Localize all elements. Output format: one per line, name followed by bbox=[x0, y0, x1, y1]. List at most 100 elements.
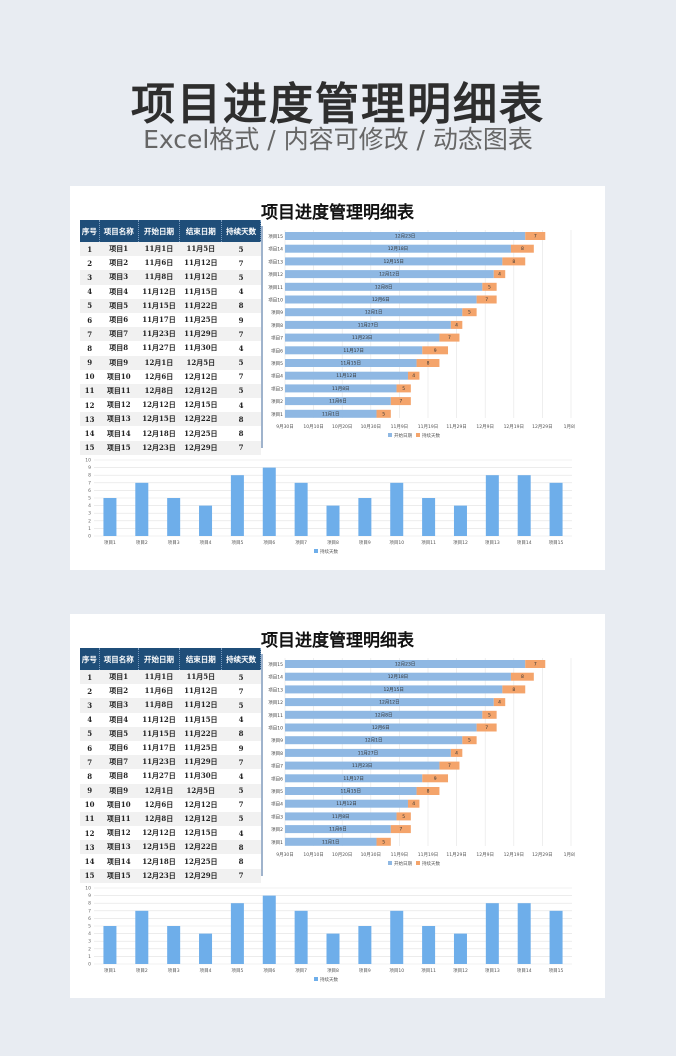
sheet-title: 项目进度管理明细表 bbox=[261, 203, 414, 223]
table-cell: 11月12日 bbox=[179, 270, 222, 285]
column-bar bbox=[485, 475, 499, 536]
duration-bar bbox=[422, 774, 449, 783]
x-tick-label: 10月10日 bbox=[303, 424, 323, 430]
table-cell: 项目4 bbox=[109, 714, 129, 724]
y-tick-label: 7 bbox=[88, 908, 91, 914]
table-cell: 7 bbox=[221, 440, 261, 455]
y-tick-label: 项目2 bbox=[271, 399, 283, 405]
table-cell: 12月18日 bbox=[142, 856, 176, 866]
table-cell: 7 bbox=[238, 800, 244, 810]
y-tick-label: 项目2 bbox=[271, 827, 283, 833]
x-tick-label: 10月20日 bbox=[332, 852, 352, 858]
table-cell: 11月27日 bbox=[142, 771, 176, 781]
table-cell: 11月5日 bbox=[179, 242, 222, 257]
table-row: 4 项目4 11月12日 11月15日 4 bbox=[80, 285, 261, 299]
start-label: 11月12日 bbox=[336, 801, 356, 807]
table-cell: 项目7 bbox=[99, 755, 139, 770]
duration-label: 8 bbox=[427, 789, 430, 795]
column-bar bbox=[135, 910, 149, 964]
x-tick-label: 12月19日 bbox=[504, 424, 524, 430]
y-tick-label: 项目8 bbox=[271, 751, 283, 757]
table-row: 6 项目6 11月17日 11月25日 9 bbox=[80, 741, 261, 755]
duration-label: 7 bbox=[485, 297, 488, 303]
duration-bar bbox=[376, 837, 391, 846]
table-cell: 11月22日 bbox=[179, 298, 222, 313]
table-cell: 11月15日 bbox=[138, 298, 180, 313]
y-tick-label: 项目14 bbox=[268, 247, 283, 253]
x-tick-label: 项目6 bbox=[263, 968, 275, 974]
duration-bar bbox=[462, 308, 477, 317]
table-row: 11 项目11 12月8日 12月12日 5 bbox=[80, 383, 261, 399]
table-cell: 项目7 bbox=[99, 327, 139, 342]
table-cell: 项目10 bbox=[106, 371, 131, 381]
legend-duration: 持续天数 bbox=[422, 432, 440, 439]
duration-bar bbox=[407, 799, 420, 808]
schedule-table: 序号 项目名称 开始日期 结束日期 持续天数 1 项目1 11月1日 11月5日 5 2 项目2 11月… bbox=[80, 220, 261, 455]
poster-title: 项目进度管理明细表 bbox=[131, 79, 545, 130]
table-cell: 项目12 bbox=[106, 828, 131, 838]
preview-card: 项目进度管理明细表 序号 项目名称 开始日期 结束日期 持续天数 1 项目1 11月1日 11月5… bbox=[70, 186, 605, 570]
table-cell: 项目6 bbox=[109, 315, 129, 325]
column-bar bbox=[485, 903, 499, 964]
table-cell: 5 bbox=[221, 670, 261, 685]
table-cell: 12月25日 bbox=[184, 428, 218, 438]
table-cell: 15 bbox=[80, 440, 100, 455]
duration-bar bbox=[450, 320, 463, 329]
table-cell: 8 bbox=[221, 840, 261, 855]
y-tick-label: 4 bbox=[88, 503, 91, 509]
y-tick-label: 项目12 bbox=[268, 272, 283, 278]
table-cell: 11月6日 bbox=[144, 258, 174, 268]
x-tick-label: 项目12 bbox=[453, 540, 468, 546]
column-header: 持续天数 bbox=[221, 648, 261, 670]
table-row: 15 项目15 12月23日 12月29日 7 bbox=[80, 440, 261, 455]
y-tick-label: 项目13 bbox=[268, 259, 283, 265]
duration-bar bbox=[502, 257, 526, 266]
table-cell: 11月8日 bbox=[138, 698, 180, 713]
column-header: 结束日期 bbox=[179, 220, 223, 242]
y-tick-label: 项目7 bbox=[271, 336, 283, 342]
duration-bar bbox=[439, 761, 460, 770]
x-tick-label: 项目1 bbox=[104, 968, 116, 974]
legend-swatch bbox=[314, 977, 318, 981]
start-label: 11月17日 bbox=[343, 776, 363, 782]
legend-start: 开始日期 bbox=[394, 432, 412, 439]
start-label: 12月8日 bbox=[375, 712, 393, 718]
column-bar bbox=[390, 910, 404, 964]
table-cell: 项目13 bbox=[99, 412, 139, 427]
column-header: 项目名称 bbox=[99, 648, 139, 670]
table-cell: 7 bbox=[238, 372, 244, 382]
y-tick-label: 9 bbox=[88, 893, 91, 899]
table-cell: 7 bbox=[221, 868, 261, 883]
y-tick-label: 2 bbox=[88, 946, 91, 952]
duration-bar bbox=[416, 787, 440, 795]
table-cell: 项目10 bbox=[106, 799, 131, 809]
duration-label: 5 bbox=[402, 814, 405, 820]
x-tick-label: 项目2 bbox=[136, 968, 148, 974]
column-bar bbox=[167, 498, 181, 536]
table-cell: 12月12日 bbox=[142, 400, 176, 410]
duration-bar bbox=[407, 371, 420, 380]
duration-bar bbox=[510, 672, 534, 681]
y-tick-label: 项目5 bbox=[271, 789, 283, 795]
column-header: 持续天数 bbox=[221, 220, 261, 242]
start-bar bbox=[285, 232, 526, 240]
x-tick-label: 项目5 bbox=[231, 540, 243, 546]
x-tick-label: 项目8 bbox=[327, 540, 339, 546]
table-cell: 项目11 bbox=[99, 811, 139, 827]
column-bar bbox=[262, 467, 276, 536]
column-bar bbox=[135, 482, 149, 536]
table-cell: 11月22日 bbox=[179, 726, 222, 741]
table-cell: 12月25日 bbox=[184, 856, 218, 866]
start-label: 12月6日 bbox=[372, 297, 390, 303]
table-cell: 11月27日 bbox=[142, 343, 176, 353]
table-row: 10 项目10 12月6日 12月12日 7 bbox=[80, 798, 261, 812]
table-cell: 15 bbox=[80, 868, 100, 883]
y-tick-label: 8 bbox=[88, 473, 91, 479]
table-row: 14 项目14 12月18日 12月25日 8 bbox=[80, 854, 261, 868]
y-tick-label: 项目6 bbox=[271, 776, 283, 782]
start-bar bbox=[285, 799, 408, 808]
start-label: 12月12日 bbox=[379, 272, 399, 278]
start-bar bbox=[285, 257, 503, 266]
table-cell: 11月6日 bbox=[144, 686, 174, 696]
x-tick-label: 9月30日 bbox=[276, 852, 294, 858]
